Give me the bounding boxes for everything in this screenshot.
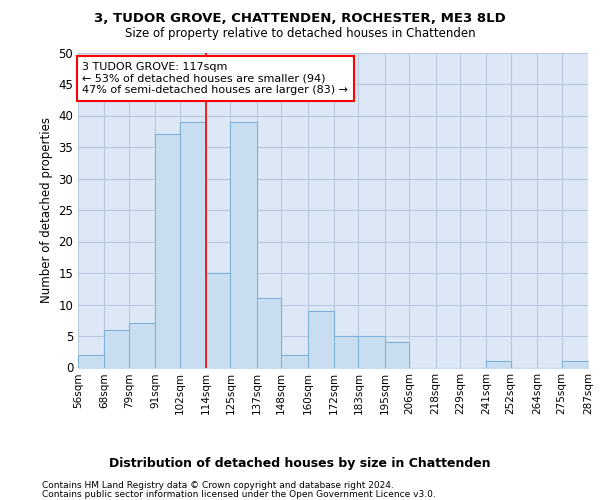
Text: Contains public sector information licensed under the Open Government Licence v3: Contains public sector information licen… bbox=[42, 490, 436, 499]
Text: 3, TUDOR GROVE, CHATTENDEN, ROCHESTER, ME3 8LD: 3, TUDOR GROVE, CHATTENDEN, ROCHESTER, M… bbox=[94, 12, 506, 26]
Text: Distribution of detached houses by size in Chattenden: Distribution of detached houses by size … bbox=[109, 458, 491, 470]
Text: 3 TUDOR GROVE: 117sqm
← 53% of detached houses are smaller (94)
47% of semi-deta: 3 TUDOR GROVE: 117sqm ← 53% of detached … bbox=[82, 62, 349, 95]
Text: Contains HM Land Registry data © Crown copyright and database right 2024.: Contains HM Land Registry data © Crown c… bbox=[42, 481, 394, 490]
Y-axis label: Number of detached properties: Number of detached properties bbox=[40, 117, 53, 303]
Text: Size of property relative to detached houses in Chattenden: Size of property relative to detached ho… bbox=[125, 28, 475, 40]
